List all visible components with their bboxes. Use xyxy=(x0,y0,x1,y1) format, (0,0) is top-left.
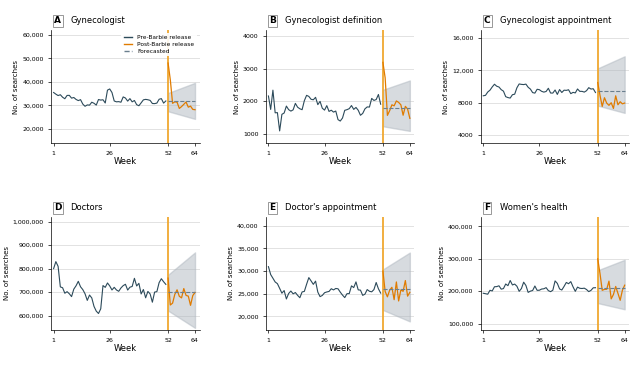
X-axis label: Week: Week xyxy=(329,157,352,166)
X-axis label: Week: Week xyxy=(544,157,567,166)
Text: A: A xyxy=(55,16,62,26)
Y-axis label: No. of searches: No. of searches xyxy=(4,246,10,300)
Bar xyxy=(597,217,598,330)
X-axis label: Week: Week xyxy=(329,344,352,353)
Text: F: F xyxy=(484,203,490,212)
Text: C: C xyxy=(484,16,490,26)
Text: Women's health: Women's health xyxy=(500,203,568,212)
Text: Gynecologist: Gynecologist xyxy=(71,16,125,26)
X-axis label: Week: Week xyxy=(114,344,137,353)
Text: B: B xyxy=(269,16,276,26)
X-axis label: Week: Week xyxy=(114,157,137,166)
Text: Doctors: Doctors xyxy=(71,203,103,212)
Legend: Pre-Barbie release, Post-Barbie release, Forecasted: Pre-Barbie release, Post-Barbie release,… xyxy=(121,33,196,56)
Bar xyxy=(597,30,598,143)
Y-axis label: No. of searches: No. of searches xyxy=(229,246,234,300)
Text: Gynecologist definition: Gynecologist definition xyxy=(286,16,383,26)
Text: E: E xyxy=(269,203,275,212)
Y-axis label: No. of searches: No. of searches xyxy=(13,60,19,114)
Y-axis label: No. of searches: No. of searches xyxy=(439,246,445,300)
X-axis label: Week: Week xyxy=(544,344,567,353)
Bar xyxy=(168,30,169,143)
Bar xyxy=(382,30,384,143)
Bar xyxy=(382,217,384,330)
Y-axis label: No. of searches: No. of searches xyxy=(443,60,449,114)
Bar xyxy=(168,217,169,330)
Text: Gynecologist appointment: Gynecologist appointment xyxy=(500,16,612,26)
Text: Doctor's appointment: Doctor's appointment xyxy=(286,203,377,212)
Y-axis label: No. of searches: No. of searches xyxy=(234,60,240,114)
Text: D: D xyxy=(55,203,62,212)
